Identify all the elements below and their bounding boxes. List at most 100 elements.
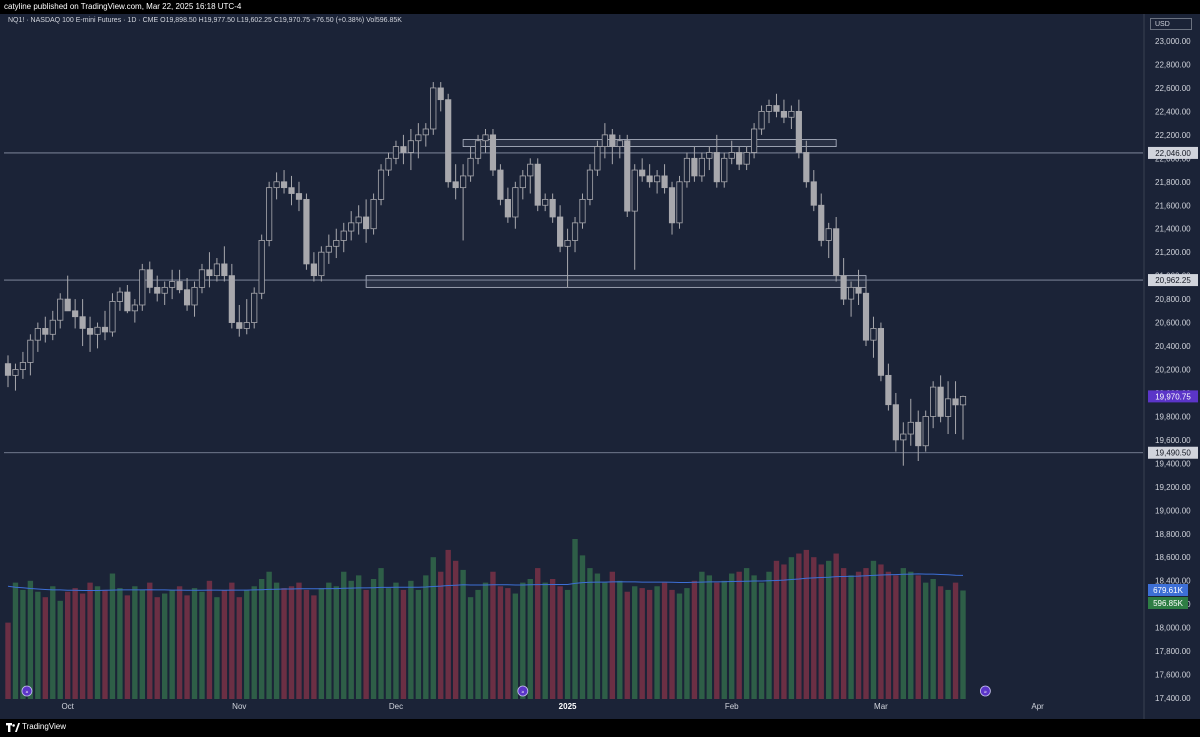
candle-body [355,216,362,224]
candle-body [116,291,124,302]
volume-bar [669,589,675,699]
volume-bar [117,588,123,699]
volume-bar [393,582,399,699]
candle-body [64,298,71,312]
volume-bar [94,586,101,699]
volume-bar [632,586,638,699]
volume-bar [400,589,407,699]
candle-body [616,140,623,147]
candle-body [848,286,855,300]
volume-bar [885,571,892,699]
candle-body [86,328,94,335]
candle-body [900,433,907,441]
volume-bar [378,568,384,699]
candle-body [34,328,41,341]
candle-body [109,301,116,333]
currency-button[interactable]: USD [1150,18,1192,30]
candle-body [698,157,705,177]
price-tick-label: 21,400.00 [1155,225,1191,234]
volume-bar [169,589,175,699]
candle-body [79,316,86,329]
candle-body [542,198,549,206]
price-tick-label: 18,400.00 [1155,577,1191,586]
symbol-legend: NQ1! · NASDAQ 100 E-mini Futures · 1D · … [8,17,402,24]
volume-bar [161,593,168,699]
supply-demand-zone [365,275,867,288]
candle-body [221,263,228,277]
candle-body [736,152,743,165]
volume-bar [654,586,660,699]
candle-body [183,289,191,306]
volume-bar [50,586,56,699]
footer-brand: TradingView [22,722,67,731]
candle-body [788,110,795,118]
volume-badge-label: 679.61K [1153,586,1183,595]
candle-body [944,398,952,417]
price-tick-label: 22,400.00 [1155,107,1191,116]
candle-body [169,281,176,288]
vol-value: 596.85K [375,17,402,24]
volume-bar [139,589,145,699]
volume-bar [691,580,698,699]
candle-body [430,87,437,130]
candle-body [743,152,750,165]
candle-body [773,105,780,112]
volume-bar [893,575,899,699]
time-tick-label: 2025 [559,702,577,711]
level-badge-label: 22,046.00 [1155,149,1191,158]
footer-bar: TradingView [0,719,1200,737]
volume-bar [318,588,325,699]
volume-bar [557,586,563,699]
candle-body [557,216,564,247]
candle-body [862,292,870,341]
candle-body [803,152,810,183]
volume-bar [176,586,183,699]
volume-bar [721,580,727,699]
volume-bar [27,580,34,699]
change-value: +76.50 (+0.38%) [312,17,365,24]
price-tick-label: 18,600.00 [1155,553,1191,562]
candle-body [780,110,788,118]
candle-body [288,187,295,194]
candle-body [124,291,131,312]
volume-bar [214,597,220,699]
volume-bar [826,560,832,699]
candle-body [758,110,765,130]
volume-bar [773,560,780,699]
time-tick-label: Mar [874,702,888,711]
candle-body [482,134,489,142]
candle-body [437,87,444,101]
volume-bar [505,588,511,699]
volume-bar [960,590,966,699]
volume-bar [915,575,921,699]
volume-bar [273,582,280,699]
candle-body [512,187,519,218]
volume-bar [236,597,242,699]
volume-bar [542,582,548,699]
volume-bar [579,555,586,699]
candle-body [392,146,400,159]
volume-bar [385,588,392,699]
volume-bar [355,575,362,699]
volume-bar [609,571,616,699]
candle-body [907,421,914,435]
candle-body [94,326,101,335]
volume-bar [661,582,668,699]
level-badge [1148,146,1198,159]
svg-text:»: » [26,690,29,696]
volume-bar [42,597,48,699]
candle-body [489,134,497,171]
candle-body [631,169,638,212]
volume-bar [796,553,802,699]
volume-bar [79,593,86,699]
candle-body [131,304,138,312]
volume-bar [930,579,936,699]
volume-bar [438,571,444,699]
candle-body [4,363,12,376]
candle-body [601,134,608,147]
price-chart[interactable]: 23,000.00 22,800.00 22,600.00 22,400.00 22,2… [0,14,1200,719]
svg-text:»: » [521,690,524,696]
candle-body [549,198,556,218]
volume-bar [303,589,310,699]
volume-bar [370,579,377,699]
